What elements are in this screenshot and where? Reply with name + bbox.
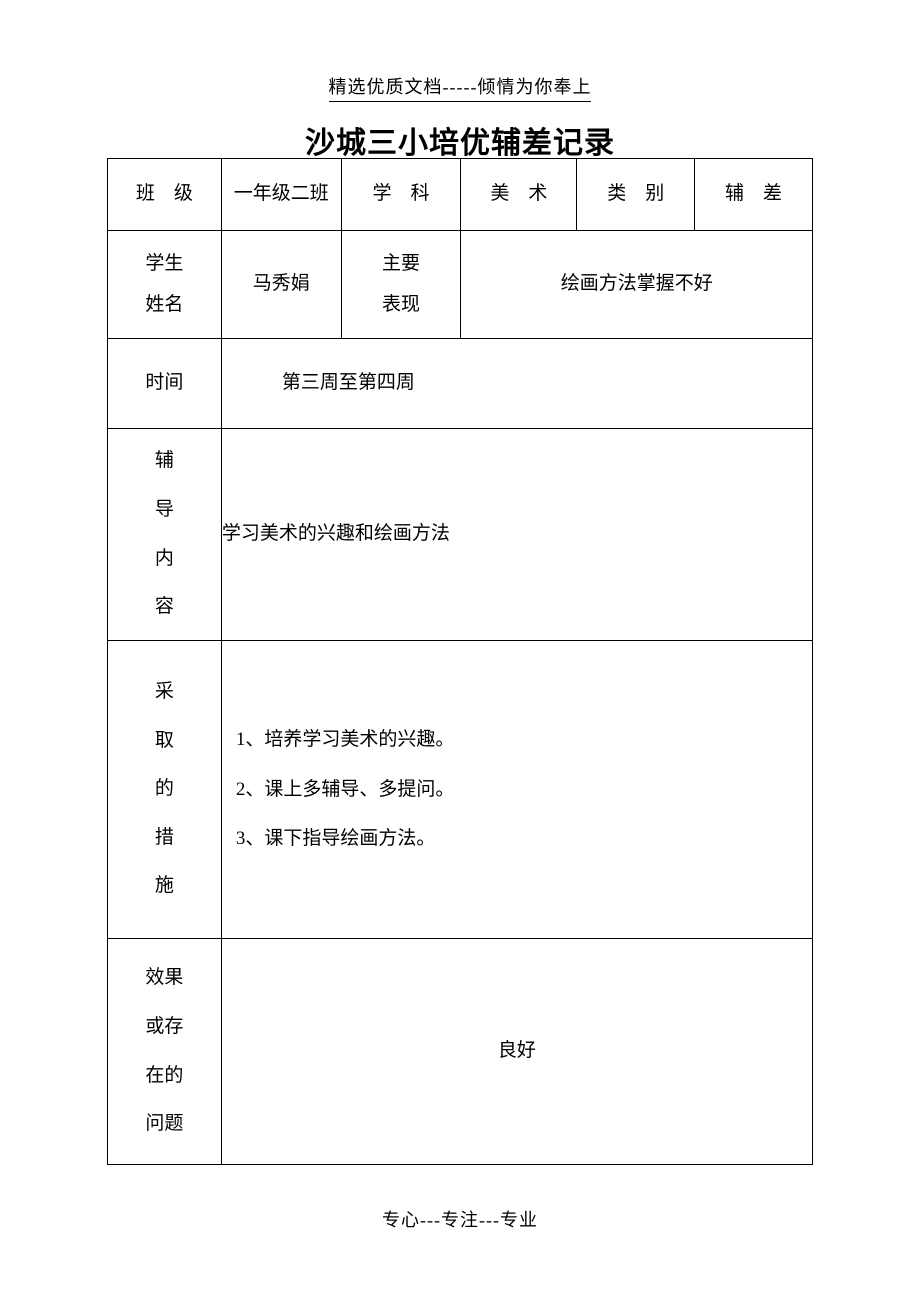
result-label-line: 或存 <box>145 1014 183 1041</box>
table-row: 辅 导 内 容 学习美术的兴趣和绘画方法 <box>108 429 813 641</box>
student-name-label-b: 姓名 <box>145 292 183 319</box>
tutoring-content-value: 学习美术的兴趣和绘画方法 <box>221 429 812 641</box>
student-name-label: 学生 姓名 <box>108 231 222 339</box>
result-value: 良好 <box>221 939 812 1165</box>
result-label-line: 问题 <box>145 1111 183 1138</box>
measures-value: 1、培养学习美术的兴趣。 2、课上多辅导、多提问。 3、课下指导绘画方法。 <box>221 641 812 939</box>
measure-label-char: 施 <box>155 873 174 900</box>
page-header: 精选优质文档-----倾情为你奉上 <box>0 73 920 102</box>
performance-value: 绘画方法掌握不好 <box>461 231 813 339</box>
performance-label: 主要 表现 <box>341 231 461 339</box>
measure-line: 3、课下指导绘画方法。 <box>236 814 812 863</box>
class-value: 一年级二班 <box>221 159 341 231</box>
record-form-table: 班 级 一年级二班 学 科 美 术 类 别 辅 差 学生 姓名 马秀娟 主要 表… <box>107 158 813 1165</box>
measures-label: 采 取 的 措 施 <box>108 641 222 939</box>
category-label: 类 别 <box>577 159 695 231</box>
content-label-char: 容 <box>155 594 174 621</box>
measure-label-char: 采 <box>155 679 174 706</box>
performance-label-a: 主要 <box>382 251 420 278</box>
time-value: 第三周至第四周 <box>221 339 812 429</box>
result-label: 效果 或存 在的 问题 <box>108 939 222 1165</box>
result-label-line: 效果 <box>145 965 183 992</box>
document-title: 沙城三小培优辅差记录 <box>0 118 920 162</box>
content-label-char: 内 <box>155 546 174 573</box>
measure-line: 1、培养学习美术的兴趣。 <box>236 715 812 764</box>
student-name-value: 马秀娟 <box>221 231 341 339</box>
content-label-char: 导 <box>155 497 174 524</box>
subject-value: 美 术 <box>461 159 577 231</box>
measure-label-char: 措 <box>155 825 174 852</box>
measure-line: 2、课上多辅导、多提问。 <box>236 765 812 814</box>
category-value: 辅 差 <box>695 159 813 231</box>
table-row: 时间 第三周至第四周 <box>108 339 813 429</box>
result-label-line: 在的 <box>145 1063 183 1090</box>
time-label: 时间 <box>108 339 222 429</box>
table-row: 效果 或存 在的 问题 良好 <box>108 939 813 1165</box>
class-label: 班 级 <box>108 159 222 231</box>
subject-label: 学 科 <box>341 159 461 231</box>
content-label-char: 辅 <box>155 448 174 475</box>
measure-label-char: 取 <box>155 728 174 755</box>
table-row: 采 取 的 措 施 1、培养学习美术的兴趣。 2、课上多辅导、多提问。 3、课下… <box>108 641 813 939</box>
performance-label-b: 表现 <box>382 292 420 319</box>
measure-label-char: 的 <box>155 776 174 803</box>
table-row: 班 级 一年级二班 学 科 美 术 类 别 辅 差 <box>108 159 813 231</box>
page-footer: 专心---专注---专业 <box>0 1206 920 1232</box>
page-header-text: 精选优质文档-----倾情为你奉上 <box>329 73 592 102</box>
tutoring-content-label: 辅 导 内 容 <box>108 429 222 641</box>
student-name-label-a: 学生 <box>145 251 183 278</box>
table-row: 学生 姓名 马秀娟 主要 表现 绘画方法掌握不好 <box>108 231 813 339</box>
